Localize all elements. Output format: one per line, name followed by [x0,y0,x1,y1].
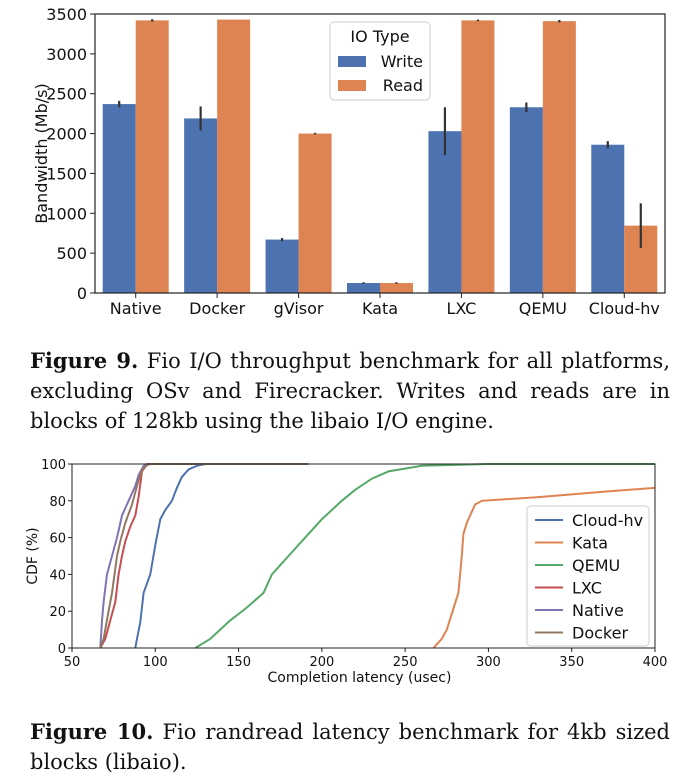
bar-read-native [135,20,169,294]
x-tick-label: Native [110,299,162,318]
line-kata [432,486,656,649]
bar-write-native [102,104,136,293]
figure-9-caption: Figure 9. Fio I/O throughput benchmark f… [30,346,670,436]
bar-write-kata [347,283,380,293]
y-tick-label: 0 [58,642,66,657]
bar-chart-bandwidth: 0 500 1000 1500 2000 2500 3000 3500 Native Docker… [32,5,666,318]
x-tick-label: 150 [226,655,251,670]
x-tick-label: 250 [393,655,418,670]
legend-label-qemu: QEMU [572,556,620,575]
y-tick-label: 3500 [46,5,87,24]
y-tick-label: 3000 [46,45,87,64]
y-tick-label: 500 [56,244,87,263]
legend-label-lxc: LXC [572,579,602,598]
line-cloud-hv [134,463,306,649]
x-tick-label: Docker [189,299,245,318]
x-tick-label: 350 [559,655,584,670]
legend-label-cloud-hv: Cloud-hv [572,511,643,530]
y-axis-label: Bandwidth (Mb/s) [32,83,51,223]
figure-10-caption: Figure 10. Fio randread latency benchmar… [30,717,670,777]
x-tick-label: 50 [64,655,81,670]
y-tick-label: 20 [49,605,66,620]
y-tick-label: 1500 [46,164,87,183]
figure-10-text: Fio randread latency benchmark for 4kb s… [30,720,671,774]
bar-write-docker [184,118,218,293]
figure-9-label: Figure 9. [30,348,139,373]
bar-write-lxc [428,131,462,293]
x-tick-label: QEMU [519,299,567,318]
y-tick-label: 100 [41,458,66,473]
legend-label-read: Read [383,76,423,95]
bar-read-gvisor [298,133,332,293]
line-lxc [99,463,306,649]
bar-write-qemu [509,107,543,293]
legend-label-docker: Docker [572,624,628,643]
legend-swatch-write [338,56,366,67]
x-tick-label: Kata [362,299,398,318]
legend-swatch-read [338,80,366,91]
bar-read-qemu [542,21,576,293]
y-tick-label: 1000 [46,204,87,223]
y-tick-label: 80 [49,495,66,510]
bar-read-lxc [461,20,495,294]
plot-frame [71,463,656,649]
x-tick-label: 400 [643,655,668,670]
y-tick-label: 2500 [46,85,87,104]
line-chart-latency-cdf: 50 100 150 200 250 300 350 400 0 20 40 60 80 100 Compl… [25,458,668,686]
figure-10-label: Figure 10. [30,719,154,744]
line-native [99,463,306,649]
x-tick-label: Cloud-hv [589,299,660,318]
bar-write-cloud-hv [591,144,625,293]
y-tick-label: 2000 [46,125,87,144]
legend-label-native: Native [572,601,624,620]
x-tick-label: LXC [446,299,476,318]
x-axis-label: Completion latency (usec) [268,670,452,686]
line-qemu [194,463,655,649]
figure-9-text: Fio I/O throughput benchmark for all pla… [30,349,670,433]
y-tick-label: 60 [49,532,66,547]
bar-read-docker [217,19,251,294]
legend-label-kata: Kata [572,534,608,553]
x-tick-label: 100 [143,655,168,670]
legend-title: IO Type [350,27,409,46]
line-docker [99,463,309,649]
x-tick-label: 200 [309,655,334,670]
x-tick-label: gVisor [274,299,324,318]
bar-read-kata [380,283,413,293]
x-tick-label: 300 [476,655,501,670]
y-axis-label: CDF (%) [25,527,41,584]
y-tick-label: 40 [49,568,66,583]
y-tick-label: 0 [77,284,87,303]
bar-write-gvisor [265,239,299,293]
legend-label-write: Write [381,52,423,71]
